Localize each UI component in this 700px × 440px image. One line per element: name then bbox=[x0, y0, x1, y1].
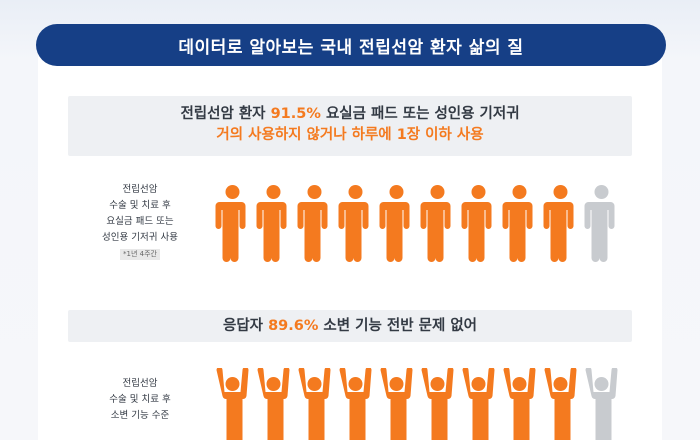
person-raised-arms-icon bbox=[298, 368, 331, 440]
person-icon bbox=[379, 185, 410, 262]
person-raised-arms-icon bbox=[585, 368, 618, 440]
page-title-text: 데이터로 알아보는 국내 전립선암 환자 삶의 질 bbox=[178, 37, 524, 58]
person-icon bbox=[543, 185, 574, 262]
stat-line-1-prefix: 전립선암 환자 bbox=[180, 106, 271, 122]
stat-banner-pad-usage: 전립선암 환자 91.5% 요실금 패드 또는 성인용 기저귀 거의 사용하지 … bbox=[68, 96, 632, 156]
stat-banner-urinary-function: 응답자 89.6% 소변 기능 전반 문제 없어 bbox=[68, 310, 632, 342]
side-label-pad-usage: 전립선암 수술 및 치료 후 요실금 패드 또는 성인용 기저귀 사용 *1년 … bbox=[70, 182, 210, 262]
person-raised-arms-icon bbox=[544, 368, 577, 440]
side-label-line: 요실금 패드 또는 bbox=[106, 216, 174, 227]
person-raised-arms-icon bbox=[380, 368, 413, 440]
footnote-badge: *1년 4주간 bbox=[120, 249, 160, 260]
person-icon bbox=[461, 185, 492, 262]
stat-line-1: 전립선암 환자 91.5% 요실금 패드 또는 성인용 기저귀 bbox=[68, 104, 632, 125]
side-label-line: 전립선암 bbox=[122, 378, 158, 389]
person-raised-arms-icon bbox=[216, 368, 249, 440]
side-label-line: 수술 및 치료 후 bbox=[109, 200, 171, 211]
pictogram-row-pad-usage bbox=[212, 183, 622, 263]
person-icon bbox=[502, 185, 533, 262]
stat-line-1-suffix: 요실금 패드 또는 성인용 기저귀 bbox=[320, 106, 520, 122]
stat-percent-urinary: 89.6% bbox=[268, 318, 319, 334]
stat-line-2: 거의 사용하지 않거나 하루에 1장 이하 사용 bbox=[216, 127, 484, 143]
person-raised-arms-icon bbox=[339, 368, 372, 440]
side-label-line: 수술 및 치료 후 bbox=[109, 394, 171, 405]
person-icon bbox=[215, 185, 246, 262]
stat-prefix: 응답자 bbox=[222, 318, 269, 334]
person-icon bbox=[584, 185, 615, 262]
page-title: 데이터로 알아보는 국내 전립선암 환자 삶의 질 bbox=[36, 24, 666, 66]
side-label-line: 소변 기능 수준 bbox=[110, 410, 170, 421]
person-icon bbox=[256, 185, 287, 262]
side-label-urinary-function: 전립선암 수술 및 치료 후 소변 기능 수준 bbox=[70, 376, 210, 424]
person-icon bbox=[338, 185, 369, 262]
person-raised-arms-icon bbox=[503, 368, 536, 440]
stat-percent-pad: 91.5% bbox=[270, 106, 321, 122]
person-raised-arms-icon bbox=[462, 368, 495, 440]
side-label-line: 성인용 기저귀 사용 bbox=[102, 232, 178, 243]
stat-suffix: 소변 기능 전반 문제 없어 bbox=[318, 318, 478, 334]
person-raised-arms-icon bbox=[421, 368, 454, 440]
person-icon bbox=[420, 185, 451, 262]
side-label-line: 전립선암 bbox=[122, 184, 158, 195]
pictogram-row-urinary-function bbox=[212, 368, 622, 440]
person-raised-arms-icon bbox=[257, 368, 290, 440]
person-icon bbox=[297, 185, 328, 262]
